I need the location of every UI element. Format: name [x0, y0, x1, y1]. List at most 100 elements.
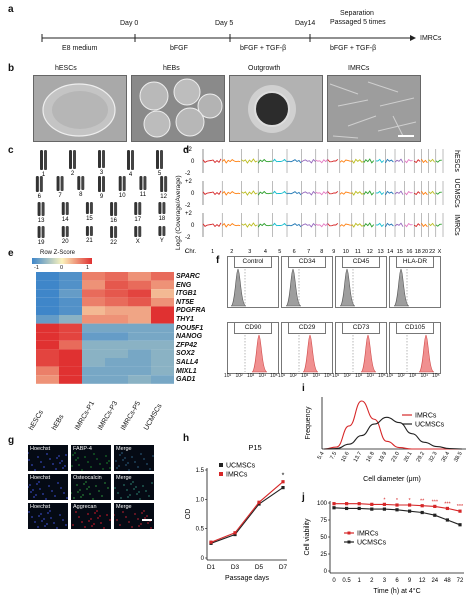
gene-label: SOX2	[176, 350, 195, 358]
x-tick-label: D3	[231, 564, 240, 571]
stain-speck	[88, 486, 90, 488]
stain-speck	[38, 481, 40, 483]
heatmap-cell	[128, 366, 151, 376]
passaged-label: Passaged 5 times	[330, 19, 386, 26]
stage-bfgf-tgf-2: bFGF + TGF-β	[330, 45, 377, 52]
data-point	[332, 506, 336, 510]
chromosome	[102, 176, 105, 192]
stain-speck	[85, 481, 87, 483]
heatmap-cell	[82, 340, 105, 350]
stain-speck	[147, 522, 149, 524]
stain-speck	[65, 454, 67, 456]
cnv-chr-number: X	[438, 249, 442, 255]
cnv-segment	[385, 222, 394, 228]
heatmap-cell	[128, 272, 151, 281]
heatmap-cell	[82, 315, 105, 324]
cnv-segment	[351, 190, 364, 196]
data-point	[433, 504, 437, 508]
stain-speck	[34, 469, 36, 471]
gene-label: ITGB1	[176, 290, 197, 298]
flow-histogram: CD29	[281, 322, 333, 374]
cnv-segment	[421, 222, 428, 228]
heatmap-legend-bar	[32, 258, 92, 264]
chromosome	[118, 176, 122, 191]
cnv-segment	[363, 158, 375, 164]
chromosome	[162, 226, 166, 236]
y-axis-label: OD	[185, 509, 192, 520]
stain-speck	[144, 517, 146, 519]
data-point	[458, 509, 462, 513]
stain-speck	[108, 460, 110, 462]
chromosome	[158, 202, 162, 214]
panel-label-g: g	[8, 435, 15, 446]
stain-speck	[33, 496, 35, 498]
flow-axis-tick: 10⁴	[258, 373, 267, 379]
chromosome-label: 12	[160, 194, 167, 200]
heatmap-cell	[151, 323, 174, 333]
sample-label: hESCs	[28, 409, 45, 432]
cnv-segment	[413, 191, 421, 196]
flow-marker-label: CD105	[396, 322, 434, 334]
chromosome	[89, 226, 93, 236]
stain-speck	[31, 516, 33, 518]
heatmap-cell	[128, 306, 151, 315]
panel-label-a: a	[8, 4, 14, 15]
x-axis-label: Passage days	[225, 575, 269, 582]
day-14-label: Day14	[295, 20, 316, 27]
stain-label: Hoechst	[30, 446, 51, 452]
heatmap-cell	[59, 340, 82, 350]
cnv-segment	[301, 222, 316, 228]
stain-speck	[140, 523, 142, 525]
stain-speck	[122, 511, 124, 513]
stain-speck	[138, 491, 140, 493]
data-point	[408, 503, 412, 507]
separation-label: Separation	[340, 10, 374, 17]
series-line	[323, 416, 463, 450]
stain-speck	[146, 463, 148, 465]
heatmap-cell	[151, 306, 174, 315]
chart-title: P15	[248, 443, 261, 452]
legend-marker	[219, 463, 223, 467]
stain-speck	[145, 490, 147, 492]
cnv-segment	[375, 190, 385, 196]
chromosome-label: 2	[71, 171, 75, 177]
chromosome-label: 22	[110, 240, 117, 246]
stain-speck	[58, 455, 60, 457]
stain-speck	[93, 453, 95, 455]
diameter-chart: 5.4 7.5 10.6 13.7 16.8 19.9 23.0 26.1 29.2 32.3 35…	[305, 397, 466, 483]
cnv-segment	[221, 190, 241, 196]
chromosome-label: 9	[100, 194, 104, 200]
cnv-chr-number: 3	[248, 249, 251, 255]
cnv-segment	[394, 158, 404, 163]
y-tick-label: 1.5	[196, 468, 205, 474]
stain-speck	[123, 484, 125, 486]
stain-speck	[88, 520, 90, 522]
heatmap-cell	[151, 340, 174, 350]
stain-speck	[131, 456, 133, 458]
cnv-segment	[363, 190, 375, 196]
stain-speck	[143, 458, 145, 460]
stain-speck	[125, 464, 127, 466]
stain-speck	[103, 527, 105, 529]
stain-speck	[128, 521, 130, 523]
stain-speck	[37, 526, 39, 528]
stain-speck	[73, 497, 75, 499]
x-tick-label: 0	[332, 578, 336, 584]
day-5-label: Day 5	[215, 20, 234, 27]
y-axis-label: Cell viability	[304, 518, 311, 555]
cnv-segment	[375, 158, 385, 164]
cnv-chr-number: 22	[429, 249, 435, 255]
heatmap-cell	[105, 332, 128, 341]
stain-speck	[142, 485, 144, 487]
stain-speck	[54, 495, 56, 497]
stain-speck	[100, 522, 102, 524]
cnv-segment	[351, 158, 364, 164]
stain-speck	[39, 488, 41, 490]
cnv-segment	[413, 223, 421, 228]
chromosome-label: 20	[62, 239, 69, 245]
stain-speck	[109, 467, 111, 469]
chromosome	[127, 150, 130, 170]
stain-image: Merge	[114, 474, 154, 500]
stain-speck	[94, 512, 96, 514]
legend-point	[347, 540, 351, 544]
